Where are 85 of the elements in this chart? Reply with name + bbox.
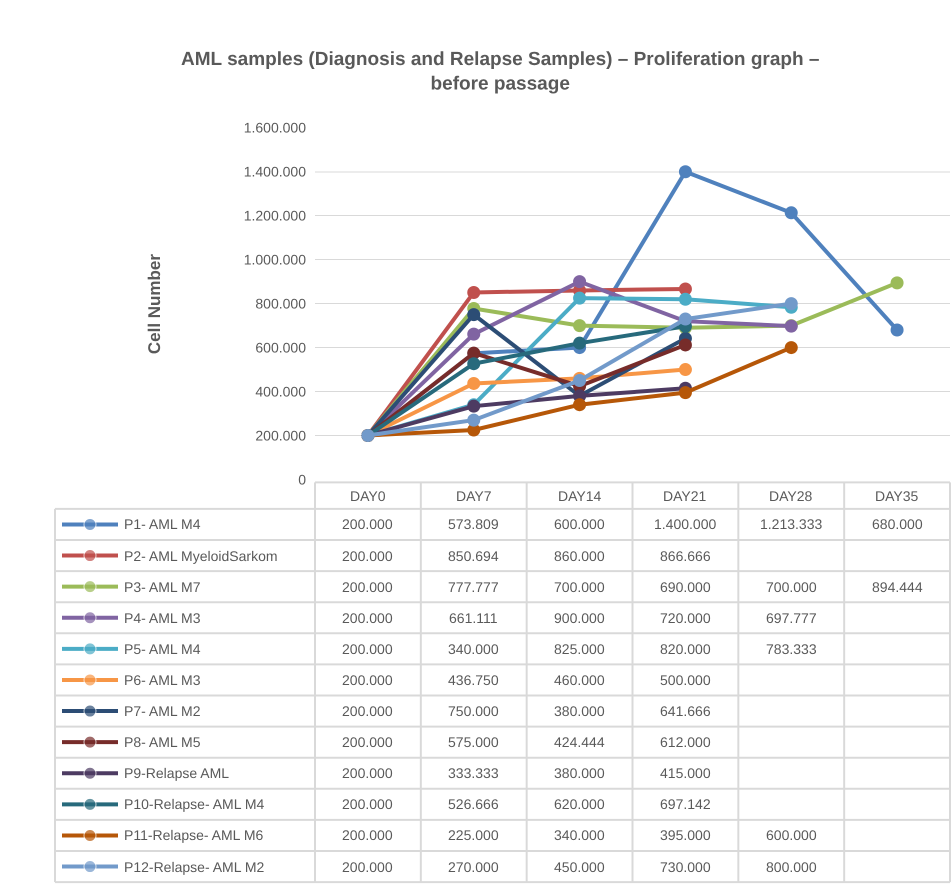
data-label: 700.000 [554,579,605,595]
data-label: 600.000 [766,827,817,843]
data-label: 200.000 [342,579,393,595]
x-tick-label: DAY14 [558,488,602,504]
data-label: 460.000 [554,672,605,688]
data-label: 575.000 [448,734,499,750]
legend-label: P5- AML M4 [124,641,201,657]
y-tick-label: 800.000 [255,296,306,312]
data-label: 200.000 [342,672,393,688]
legend-label: P2- AML MyeloidSarkom [124,548,278,564]
data-label: 200.000 [342,859,393,875]
x-tick-label: DAY7 [456,488,492,504]
data-label: 270.000 [448,859,499,875]
data-label: 783.333 [766,641,817,657]
legend-label: P3- AML M7 [124,579,201,595]
data-label: 641.666 [660,703,711,719]
y-tick-label: 1.600.000 [244,120,306,136]
data-label: 380.000 [554,765,605,781]
legend-label: P10-Relapse- AML M4 [124,796,265,812]
data-label: 825.000 [554,641,605,657]
legend-label: P6- AML M3 [124,672,201,688]
data-label: 730.000 [660,859,711,875]
data-label: 850.694 [448,548,499,564]
data-label: 500.000 [660,672,711,688]
data-label: 200.000 [342,641,393,657]
data-label: 697.777 [766,610,817,626]
data-label: 700.000 [766,579,817,595]
data-label: 900.000 [554,610,605,626]
y-tick-label: 0 [298,471,306,488]
y-tick-label: 1.200.000 [244,208,306,224]
data-label: 225.000 [448,827,499,843]
data-label: 526.666 [448,796,499,812]
data-label: 820.000 [660,641,711,657]
data-label: 620.000 [554,796,605,812]
x-tick-label: DAY21 [663,488,707,504]
data-label: 866.666 [660,548,711,564]
y-tick-label: 1.400.000 [244,164,306,180]
data-label: 424.444 [554,734,605,750]
data-label: 860.000 [554,548,605,564]
data-label: 200.000 [342,796,393,812]
data-label: 395.000 [660,827,711,843]
data-label: 415.000 [660,765,711,781]
legend-label: P12-Relapse- AML M2 [124,859,265,875]
data-label: 697.142 [660,796,711,812]
x-tick-label: DAY28 [769,488,813,504]
legend-label: P9-Relapse AML [124,765,230,781]
data-label: 1.400.000 [654,516,716,532]
data-label: 612.000 [660,734,711,750]
data-label: 200.000 [342,827,393,843]
y-tick-label: 400.000 [255,383,306,400]
data-label: 894.444 [872,579,923,595]
data-label: 600.000 [554,516,605,532]
y-tick-label: 1.000.000 [244,252,306,268]
data-label: 680.000 [872,516,923,532]
y-tick-label: 600.000 [255,339,306,356]
legend-label: P8- AML M5 [124,734,201,750]
data-label: 800.000 [766,859,817,875]
x-tick-label: DAY35 [875,488,919,504]
data-label: 1.213.333 [760,516,822,532]
data-label: 450.000 [554,859,605,875]
data-label: 200.000 [342,703,393,719]
legend-label: P1- AML M4 [124,516,201,532]
data-label: 200.000 [342,765,393,781]
data-label: 661.111 [449,610,498,626]
data-label: 340.000 [448,641,499,657]
data-label: 380.000 [554,703,605,719]
y-axis-title: Cell Number [144,254,164,354]
data-label: 573.809 [448,516,499,532]
chart-title: AML samples (Diagnosis and Relapse Samples) – Proliferation graph – before passage [181,49,820,95]
data-label: 200.000 [342,548,393,564]
data-label: 777.777 [448,579,499,595]
data-label: 720.000 [660,610,711,626]
data-label: 340.000 [554,827,605,843]
data-label: 200.000 [342,734,393,750]
y-tick-label: 200.000 [255,427,306,444]
data-label: 200.000 [342,610,393,626]
legend-label: P11-Relapse- AML M6 [124,827,264,843]
data-label: 750.000 [448,703,499,719]
data-label: 333.333 [448,765,499,781]
data-label: 690.000 [660,579,711,595]
data-label: 436.750 [448,672,499,688]
x-tick-label: DAY0 [350,488,386,504]
legend-label: P4- AML M3 [124,610,201,626]
data-label: 200.000 [342,516,393,532]
legend-label: P7- AML M2 [124,703,201,719]
